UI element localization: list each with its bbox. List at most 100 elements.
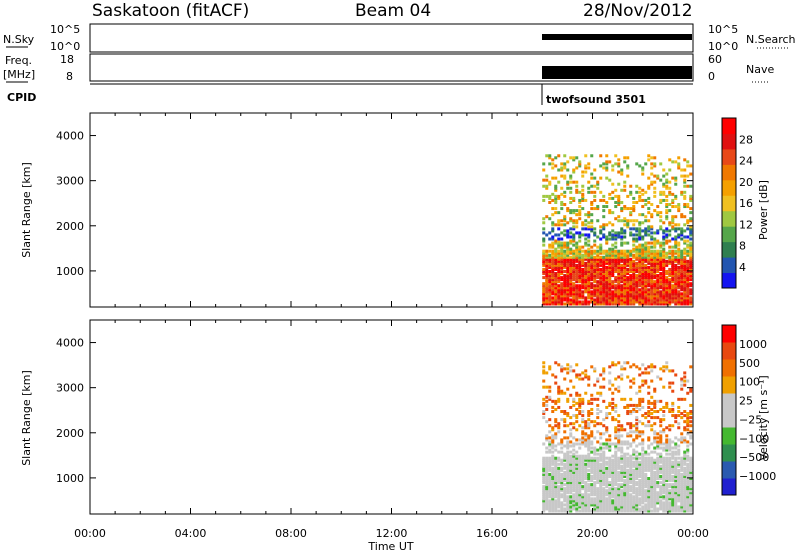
heatmap-cell bbox=[644, 274, 648, 278]
heatmap-cell bbox=[566, 503, 570, 507]
heatmap-cell bbox=[671, 499, 675, 503]
heatmap-cell bbox=[560, 507, 564, 511]
heatmap-cell bbox=[557, 485, 561, 489]
heatmap-cell bbox=[656, 464, 660, 468]
heatmap-cell bbox=[620, 446, 624, 450]
heatmap-cell bbox=[677, 505, 681, 509]
heatmap-cell bbox=[662, 249, 666, 253]
heatmap-cell bbox=[626, 288, 630, 292]
heatmap-cell bbox=[575, 249, 579, 253]
heatmap-cell bbox=[653, 450, 657, 454]
heatmap-cell bbox=[689, 472, 693, 476]
heatmap-cell bbox=[668, 278, 672, 282]
heatmap-cell bbox=[560, 286, 564, 290]
heatmap-cell bbox=[560, 391, 564, 395]
heatmap-cell bbox=[686, 296, 690, 300]
heatmap-cell bbox=[647, 219, 651, 223]
heatmap-cell bbox=[617, 259, 621, 263]
heatmap-cell bbox=[548, 278, 552, 282]
heatmap-cell bbox=[659, 399, 663, 403]
heatmap-cell bbox=[557, 405, 561, 409]
heatmap-cell bbox=[590, 259, 594, 263]
heatmap-cell bbox=[599, 278, 603, 282]
heatmap-cell bbox=[614, 434, 618, 438]
heatmap-cell bbox=[665, 426, 669, 430]
heatmap-cell bbox=[677, 483, 681, 487]
heatmap-cell bbox=[683, 371, 687, 375]
heatmap-cell bbox=[680, 174, 684, 178]
heatmap-cell bbox=[653, 460, 657, 464]
heatmap-cell bbox=[641, 432, 645, 436]
heatmap-cell bbox=[650, 162, 654, 166]
heatmap-cell bbox=[644, 257, 648, 261]
heatmap-cell bbox=[668, 501, 672, 505]
heatmap-cell bbox=[689, 489, 693, 493]
colorbar-tick: 100 bbox=[739, 376, 760, 389]
heatmap-cell bbox=[563, 243, 567, 247]
heatmap-cell bbox=[668, 259, 672, 263]
heatmap-cell bbox=[596, 245, 600, 249]
heatmap-cell bbox=[587, 460, 591, 464]
heatmap-cell bbox=[563, 418, 567, 422]
heatmap-cell bbox=[584, 472, 588, 476]
heatmap-cell bbox=[689, 261, 693, 265]
heatmap-cell bbox=[659, 259, 663, 263]
heatmap-cell bbox=[635, 267, 639, 271]
heatmap-cell bbox=[617, 466, 621, 470]
heatmap-cell bbox=[593, 198, 597, 202]
heatmap-cell bbox=[632, 267, 636, 271]
heatmap-cell bbox=[578, 233, 582, 237]
heatmap-cell bbox=[551, 489, 555, 493]
heatmap-cell bbox=[557, 233, 561, 237]
heatmap-cell bbox=[635, 489, 639, 493]
heatmap-cell bbox=[548, 182, 552, 186]
heatmap-cell bbox=[617, 503, 621, 507]
heatmap-cell bbox=[626, 470, 630, 474]
heatmap-cell bbox=[659, 501, 663, 505]
heatmap-cell bbox=[596, 497, 600, 501]
heatmap-cell bbox=[689, 243, 693, 247]
heatmap-cell bbox=[572, 499, 576, 503]
heatmap-cell bbox=[584, 375, 588, 379]
heatmap-cell bbox=[557, 290, 561, 294]
heatmap-cell bbox=[623, 367, 627, 371]
heatmap-cell bbox=[572, 156, 576, 160]
heatmap-cell bbox=[569, 217, 573, 221]
heatmap-cell bbox=[665, 472, 669, 476]
heatmap-cell bbox=[566, 412, 570, 416]
heatmap-cell bbox=[629, 385, 633, 389]
heatmap-cell bbox=[545, 450, 549, 454]
heatmap-cell bbox=[644, 296, 648, 300]
heatmap-cell bbox=[548, 272, 552, 276]
heatmap-cell bbox=[665, 452, 669, 456]
heatmap-cell bbox=[626, 483, 630, 487]
heatmap-cell bbox=[620, 472, 624, 476]
heatmap-cell bbox=[626, 501, 630, 505]
heatmap-cell bbox=[542, 184, 546, 188]
heatmap-cell bbox=[575, 507, 579, 511]
heatmap-cell bbox=[551, 436, 555, 440]
heatmap-cell bbox=[656, 495, 660, 499]
heatmap-cell bbox=[578, 483, 582, 487]
heatmap-cell bbox=[566, 462, 570, 466]
heatmap-cell bbox=[614, 495, 618, 499]
heatmap-cell bbox=[566, 298, 570, 302]
heatmap-cell bbox=[653, 265, 657, 269]
heatmap-cell bbox=[614, 294, 618, 298]
heatmap-cell bbox=[629, 472, 633, 476]
heatmap-cell bbox=[551, 255, 555, 259]
heatmap-cell bbox=[626, 499, 630, 503]
heatmap-cell bbox=[611, 294, 615, 298]
heatmap-cell bbox=[668, 468, 672, 472]
heatmap-cell bbox=[686, 235, 690, 239]
heatmap-cell bbox=[578, 410, 582, 414]
heatmap-cell bbox=[623, 509, 627, 513]
heatmap-cell bbox=[545, 294, 549, 298]
heatmap-cell bbox=[620, 426, 624, 430]
heatmap-cell bbox=[584, 227, 588, 231]
heatmap-cell bbox=[581, 196, 585, 200]
heatmap-cell bbox=[656, 458, 660, 462]
heatmap-cell bbox=[680, 489, 684, 493]
heatmap-cell bbox=[677, 207, 681, 211]
heatmap-cell bbox=[614, 491, 618, 495]
